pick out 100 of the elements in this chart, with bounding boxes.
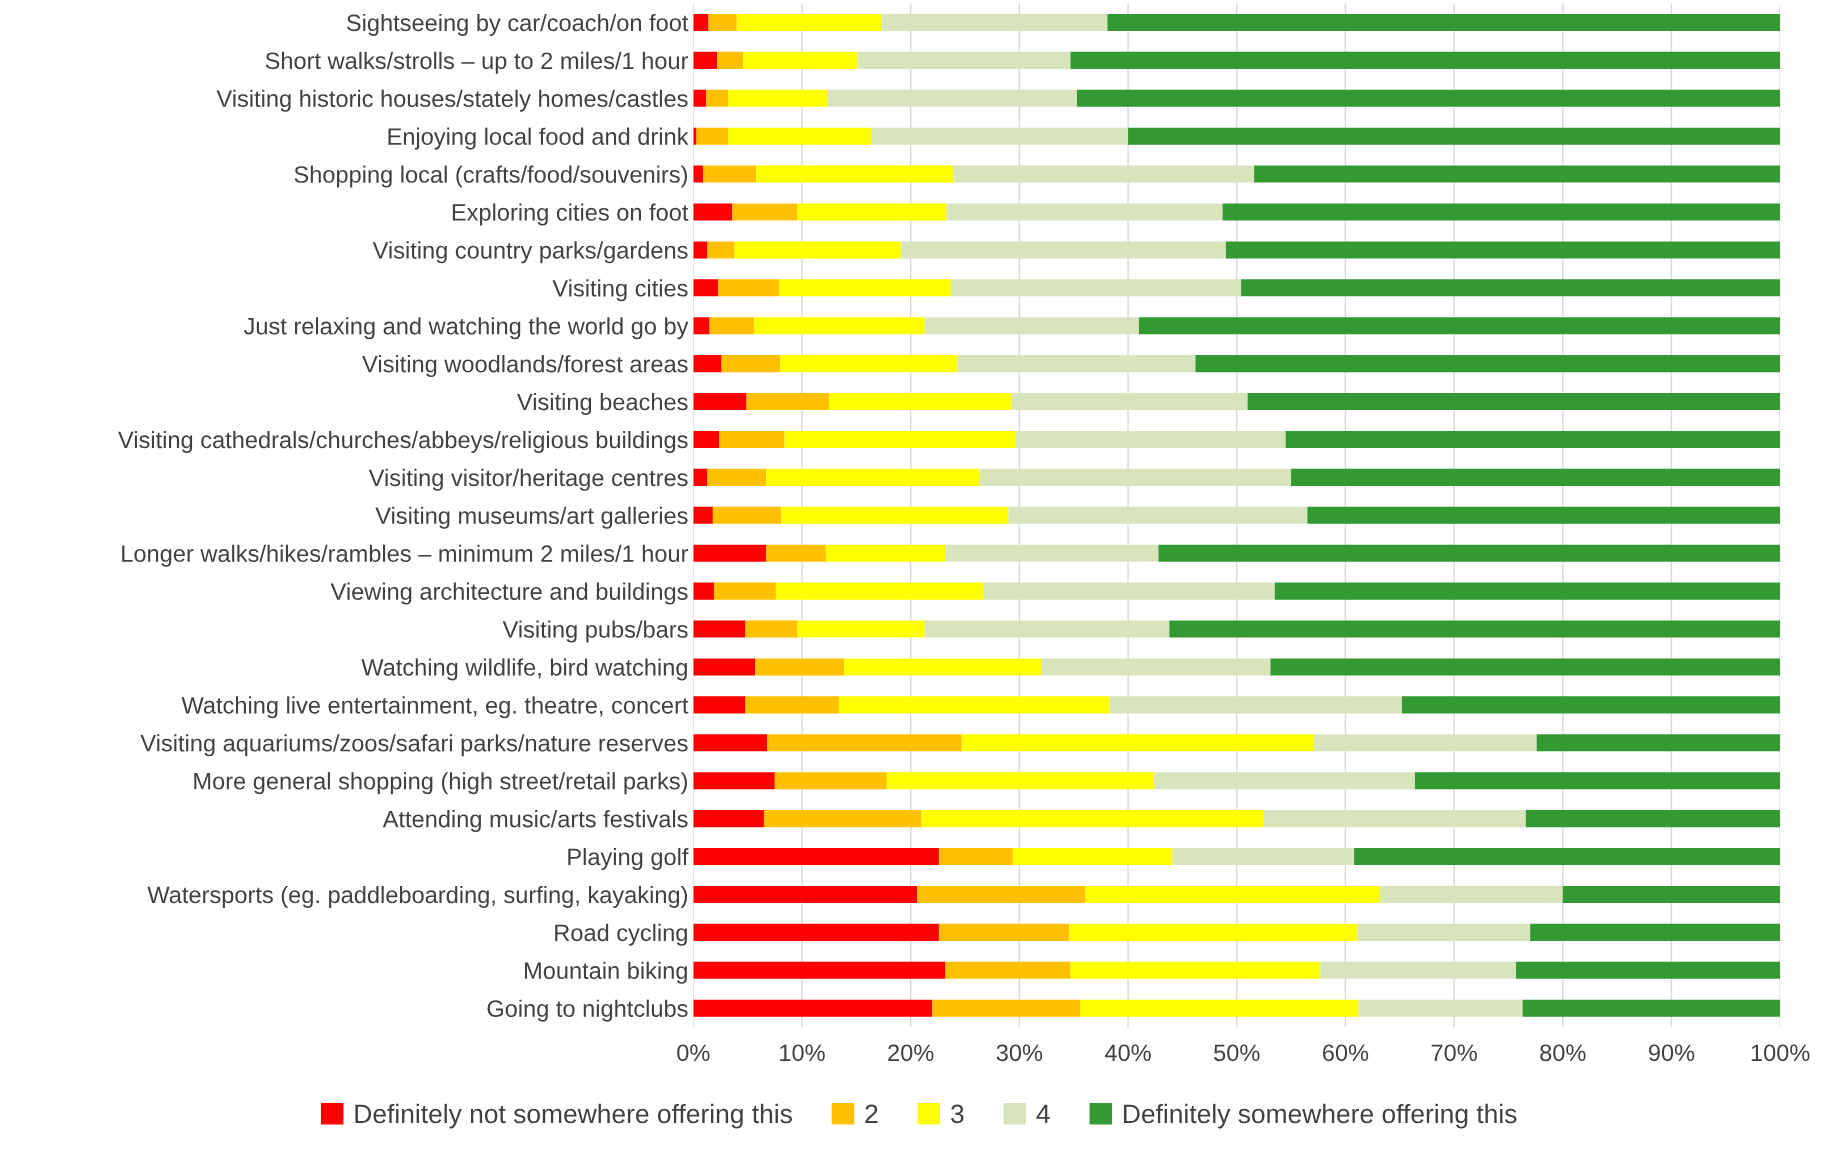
bar xyxy=(767,734,962,752)
bar xyxy=(775,582,984,600)
bar xyxy=(1241,279,1781,297)
bar xyxy=(1169,620,1781,638)
x-tick-label: 40% xyxy=(1104,1044,1151,1062)
bar xyxy=(1379,885,1563,903)
y-tick-label: Shopping local (crafts/food/souvenirs) xyxy=(294,165,687,188)
bar xyxy=(945,544,1159,562)
bar xyxy=(693,279,719,297)
x-tick-label: 90% xyxy=(1648,1044,1695,1062)
bar xyxy=(1195,355,1781,373)
bar xyxy=(693,89,707,107)
bar xyxy=(957,355,1196,373)
bar xyxy=(1320,961,1517,979)
bar xyxy=(746,393,830,411)
x-tick-label: 50% xyxy=(1214,1044,1260,1062)
bar xyxy=(732,203,798,221)
bar xyxy=(693,885,918,903)
bar xyxy=(756,165,954,183)
bar xyxy=(712,506,782,524)
legend-label: Definitely somewhere offering this xyxy=(1124,1103,1517,1129)
bar xyxy=(1070,51,1781,69)
bar xyxy=(717,51,744,69)
y-tick-label: Visiting woodlands/forest areas xyxy=(362,355,688,378)
bar xyxy=(706,89,729,107)
bar xyxy=(693,658,756,676)
bar xyxy=(1354,848,1781,866)
y-tick-label: Visiting pubs/bars xyxy=(502,620,688,643)
bar xyxy=(728,127,872,145)
bar xyxy=(763,810,922,828)
bar xyxy=(719,430,785,449)
bar xyxy=(825,544,946,562)
y-tick-label: Playing golf xyxy=(568,847,689,870)
bar xyxy=(693,203,733,221)
bar xyxy=(693,355,722,373)
x-tick-label: 100% xyxy=(1751,1044,1810,1062)
bar xyxy=(1291,468,1781,486)
bar xyxy=(1357,923,1531,941)
bar xyxy=(693,772,775,790)
bar xyxy=(709,317,755,335)
bar xyxy=(857,51,1071,69)
bar xyxy=(844,658,1042,676)
bar xyxy=(946,203,1223,221)
bar xyxy=(693,999,933,1017)
legend-label: 4 xyxy=(1036,1104,1050,1123)
bar xyxy=(693,506,713,524)
bar xyxy=(1016,430,1286,449)
bar xyxy=(1012,848,1173,866)
bar xyxy=(1536,734,1781,752)
bar xyxy=(917,885,1086,903)
y-tick-label: Visiting cities xyxy=(552,279,688,302)
bar xyxy=(924,317,1139,335)
bar xyxy=(754,317,925,335)
bar xyxy=(1401,696,1781,714)
bar xyxy=(1247,393,1781,411)
y-tick-label: Attending music/arts festivals xyxy=(382,810,688,833)
bar xyxy=(745,696,839,714)
bar xyxy=(1522,999,1781,1017)
y-tick-label: Road cycling xyxy=(555,923,687,946)
bar xyxy=(979,468,1292,486)
bar xyxy=(713,582,776,600)
bar xyxy=(693,241,708,259)
bar xyxy=(703,165,757,183)
y-tick-label: Visiting museums/art galleries xyxy=(375,506,688,529)
bar xyxy=(693,468,708,486)
bar xyxy=(932,999,1081,1017)
bar xyxy=(1358,999,1523,1017)
bar xyxy=(881,13,1108,31)
bar xyxy=(718,279,780,297)
bar xyxy=(838,696,1110,714)
bar xyxy=(707,241,735,259)
bar xyxy=(696,127,729,145)
bar xyxy=(728,89,829,107)
bar xyxy=(1138,317,1781,335)
bar xyxy=(1263,810,1526,828)
y-tick-label: Mountain biking xyxy=(525,961,687,984)
bar xyxy=(924,620,1170,638)
bar xyxy=(797,620,925,638)
bar xyxy=(961,734,1314,752)
bar xyxy=(693,582,714,600)
bar xyxy=(1085,885,1380,903)
bar xyxy=(953,165,1255,183)
bar xyxy=(755,658,845,676)
bar xyxy=(693,734,768,752)
bar xyxy=(780,355,958,373)
bar xyxy=(1225,241,1781,259)
bar xyxy=(886,772,1155,790)
bar xyxy=(1069,923,1358,941)
y-tick-label: Visiting cathedrals/churches/abbeys/religious buildings xyxy=(118,430,688,453)
y-tick-label: Visiting country parks/gardens xyxy=(372,241,688,264)
bar xyxy=(1530,923,1781,941)
y-tick-label: Longer walks/hikes/rambles – minimum 2 miles/1 hour xyxy=(122,544,689,567)
y-tick-label: Visiting visitor/heritage centres xyxy=(368,468,688,491)
y-tick-label: Visiting beaches xyxy=(517,393,688,416)
y-tick-label: Viewing architecture and buildings xyxy=(330,582,688,605)
x-tick-label: 10% xyxy=(780,1044,825,1062)
bar xyxy=(1313,734,1537,752)
y-tick-label: Short walks/strolls – up to 2 miles/1 hour xyxy=(265,51,689,74)
y-tick-label: Visiting aquariums/zoos/safari parks/nature reserves xyxy=(140,734,688,757)
bar xyxy=(1525,810,1781,828)
